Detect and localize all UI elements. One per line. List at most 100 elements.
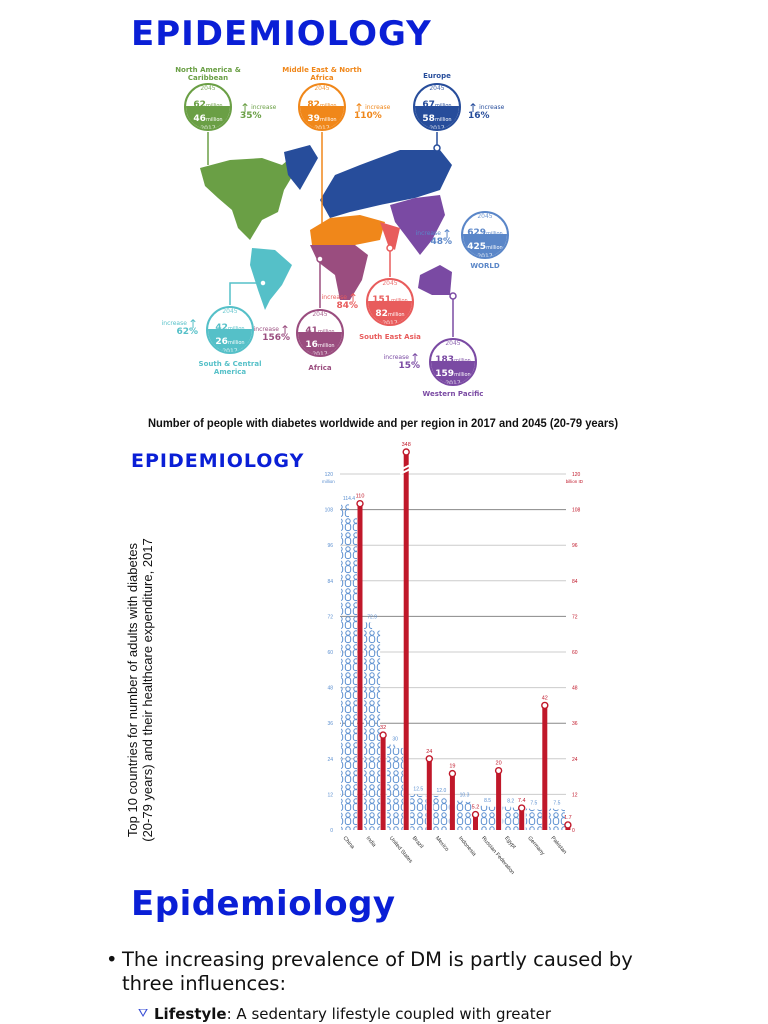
expenditure-value-label: 7.4 (518, 798, 526, 804)
year-2017: 2017 (222, 348, 238, 354)
left-tick-label: 36 (327, 721, 333, 727)
region-name: Middle East & North Africa (282, 66, 362, 82)
right-tick-label: 96 (572, 543, 578, 549)
people-value-label: 30 (392, 737, 398, 743)
people-column (418, 795, 427, 830)
expenditure-marker (379, 731, 387, 739)
left-tick-label: 120 (325, 472, 334, 478)
right-tick-label: 36 (572, 721, 578, 727)
people-column (387, 744, 396, 830)
region-stat-circle: 204562million46million2017 (184, 83, 232, 131)
people-value-label: 114.4 (343, 496, 355, 502)
expenditure-value-label: 5.2 (472, 805, 480, 811)
value-2017: 16million (305, 340, 335, 350)
year-2045: 2045 (429, 85, 445, 92)
expenditure-marker (564, 821, 572, 829)
expenditure-value-label: 42 (542, 695, 548, 701)
people-column (410, 794, 419, 830)
year-2017: 2017 (445, 380, 461, 386)
expenditure-marker (425, 755, 433, 763)
value-2017: 159million (435, 369, 471, 379)
region-name: South East Asia (359, 333, 421, 341)
left-axis-unit: million (322, 479, 335, 484)
value-2017: 82million (375, 309, 405, 319)
people-column (556, 809, 565, 830)
axis-break-mark (399, 463, 413, 475)
year-2017: 2017 (429, 125, 445, 131)
category-label: Germany (526, 835, 545, 856)
category-label: Egypt (503, 835, 517, 850)
left-tick-label: 84 (327, 579, 333, 585)
expenditure-value-label: 32 (380, 725, 386, 731)
region-name: Africa (308, 364, 332, 372)
people-column (395, 747, 404, 830)
region-name: Europe (423, 72, 451, 80)
left-tick-label: 12 (327, 792, 333, 798)
value-2017: 26million (215, 337, 245, 347)
right-tick-label: 72 (572, 614, 578, 620)
expenditure-bar (473, 814, 478, 830)
people-value-label: 8.2 (507, 799, 514, 805)
right-axis-unit: billion ID (566, 479, 584, 484)
category-label: India (365, 835, 378, 849)
expenditure-value-label: 24 (426, 749, 432, 755)
year-2045: 2045 (222, 308, 238, 315)
region-increase: ↑ increase 62% (161, 317, 198, 337)
map-north-america (200, 150, 300, 240)
people-column (548, 808, 557, 830)
region-name: South & Central America (198, 360, 262, 376)
expenditure-value-label: 348 (402, 442, 411, 448)
category-label: Indonesia (457, 835, 478, 858)
region-stat-circle: 204582million39million2017 (298, 83, 346, 131)
year-2045: 2045 (445, 340, 461, 347)
region-stat-circle: 204567million58million2017 (413, 83, 461, 131)
right-tick-label: 12 (572, 792, 578, 798)
region-stat-circle: 2045183million159million2017 (429, 338, 477, 386)
bullet-list: • The increasing prevalence of DM is part… (106, 948, 682, 1023)
expenditure-marker (518, 804, 526, 812)
people-column (456, 800, 465, 830)
year-2017: 2017 (200, 125, 216, 131)
people-column (510, 807, 519, 830)
people-value-label: 7.5 (530, 801, 537, 807)
category-label: Brazil (411, 835, 424, 849)
bullet-dot-icon: • (106, 948, 118, 971)
right-tick-label: 48 (572, 686, 578, 692)
people-value-label: 8.5 (484, 798, 491, 804)
expenditure-value-label: 110 (356, 494, 365, 500)
expenditure-marker (356, 499, 364, 508)
slide-title: EPIDEMIOLOGY (131, 450, 305, 472)
category-label: China (341, 835, 355, 851)
expenditure-bar (542, 705, 548, 830)
slide-title: EPIDEMIOLOGY (131, 14, 432, 54)
year-2017: 2017 (312, 351, 328, 357)
left-tick-label: 60 (327, 650, 333, 656)
region-stat-circle: 2045151million82million2017 (366, 278, 414, 326)
expenditure-bar (426, 758, 432, 830)
expenditure-marker (494, 766, 503, 775)
map-south-east-asia (380, 222, 400, 250)
people-value-label: 12.0 (437, 788, 447, 794)
map-europe (320, 150, 452, 218)
region-increase: ↑ increase 110% (354, 101, 391, 121)
right-tick-label: 24 (572, 757, 578, 763)
people-column (502, 806, 511, 830)
people-column (533, 809, 542, 830)
people-column (441, 797, 450, 830)
people-value-label: 10.3 (460, 793, 470, 799)
map-mena (310, 215, 385, 248)
people-value-label: 7.5 (553, 801, 560, 807)
left-tick-label: 24 (327, 757, 333, 763)
left-tick-label: 72 (327, 614, 333, 620)
region-increase: ↑ increase 84% (321, 291, 358, 311)
region-increase: ↑ increase 15% (383, 351, 420, 371)
region-increase: ↑ increase 35% (240, 101, 277, 121)
expenditure-value-label: 1.7 (564, 815, 572, 821)
map-greenland (284, 145, 318, 190)
region-name: WORLD (470, 262, 500, 270)
people-value-label: 12.5 (413, 786, 423, 792)
expenditure-bar (403, 452, 409, 830)
region-name: Western Pacific (422, 390, 484, 398)
right-tick-label: 84 (572, 579, 578, 585)
bullet-item: • The increasing prevalence of DM is part… (106, 948, 633, 995)
